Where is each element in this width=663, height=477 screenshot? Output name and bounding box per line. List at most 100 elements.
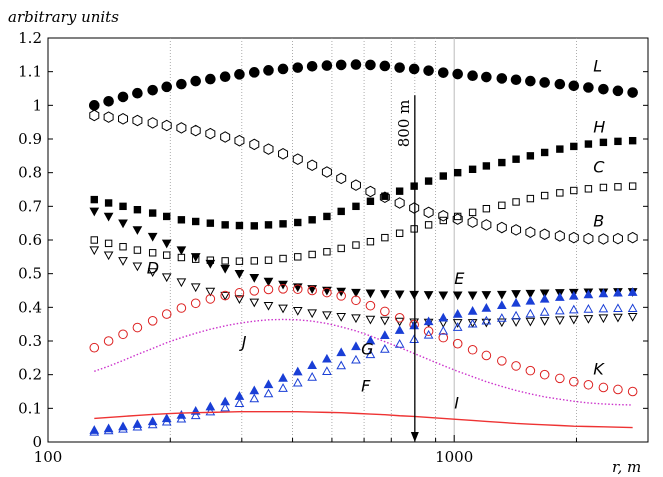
data-point	[525, 365, 536, 376]
data-point	[481, 302, 492, 312]
data-point	[118, 423, 128, 433]
data-point	[482, 162, 491, 170]
data-point	[365, 349, 376, 359]
data-point	[614, 183, 622, 191]
data-point	[336, 360, 347, 370]
data-point	[307, 371, 318, 381]
data-point	[409, 202, 420, 214]
series-F	[89, 303, 638, 436]
data-point	[438, 312, 449, 322]
data-point	[627, 386, 638, 397]
data-point	[598, 314, 609, 324]
data-point	[467, 344, 478, 355]
data-point	[511, 310, 521, 320]
data-point	[380, 306, 390, 317]
data-point	[337, 244, 345, 253]
data-point	[89, 342, 100, 353]
data-point	[322, 286, 332, 296]
data-point	[554, 305, 565, 315]
data-point	[103, 95, 114, 107]
data-point	[351, 314, 361, 324]
data-point	[118, 257, 128, 266]
data-point	[613, 384, 623, 395]
data-point	[570, 142, 578, 151]
data-point	[161, 309, 172, 319]
data-point	[263, 301, 274, 311]
series-H	[90, 136, 637, 230]
data-point	[496, 318, 507, 328]
data-point	[350, 179, 361, 191]
data-point	[235, 257, 244, 265]
data-point	[263, 379, 274, 389]
data-point	[147, 84, 158, 96]
data-point	[263, 277, 274, 287]
data-point	[234, 295, 245, 304]
data-point	[497, 356, 507, 366]
data-point	[423, 65, 434, 76]
data-point	[525, 308, 536, 318]
data-point	[89, 109, 100, 122]
data-point	[365, 335, 376, 345]
data-point	[220, 131, 231, 143]
series-group	[88, 59, 638, 436]
data-point	[235, 221, 244, 230]
data-point	[161, 119, 172, 132]
data-point	[452, 309, 463, 318]
data-point	[147, 316, 158, 326]
data-point	[161, 273, 172, 283]
data-point	[583, 303, 594, 313]
data-point	[628, 182, 637, 190]
data-point	[381, 233, 389, 242]
data-point	[263, 143, 274, 155]
data-point	[468, 208, 477, 217]
data-point	[234, 269, 245, 279]
data-point	[147, 268, 158, 278]
data-point	[119, 202, 127, 211]
data-point	[148, 249, 157, 257]
data-point	[438, 332, 449, 343]
data-point	[438, 209, 449, 222]
data-point	[190, 124, 201, 137]
data-point	[570, 186, 578, 195]
data-point	[292, 153, 303, 165]
data-point	[205, 287, 216, 297]
series-line	[94, 411, 633, 429]
data-point	[628, 136, 637, 145]
plot-area	[47, 37, 649, 443]
data-point	[118, 219, 128, 229]
data-point	[394, 197, 405, 209]
data-point	[249, 286, 260, 296]
data-point	[511, 361, 521, 371]
data-point	[322, 311, 332, 321]
series-labels: L H C B E D K J GF I	[147, 57, 606, 413]
data-point	[221, 221, 229, 229]
data-point	[205, 73, 216, 85]
data-point	[556, 145, 564, 153]
data-point	[322, 287, 332, 298]
data-point	[598, 83, 609, 95]
data-point	[511, 224, 522, 236]
y-tick-label: 0.2	[18, 366, 42, 384]
data-point	[250, 257, 258, 265]
data-point	[598, 382, 609, 393]
data-point	[322, 366, 332, 375]
data-point	[191, 217, 200, 226]
data-point	[234, 398, 245, 407]
data-point	[423, 316, 434, 326]
data-point	[279, 220, 287, 228]
data-point	[190, 298, 201, 309]
data-point	[496, 221, 507, 234]
series-B	[89, 109, 638, 245]
data-point	[525, 295, 536, 305]
data-point	[366, 237, 375, 246]
data-point	[539, 307, 550, 316]
data-point	[627, 287, 638, 296]
data-point	[584, 140, 593, 148]
data-point	[555, 373, 565, 384]
data-point	[481, 71, 492, 83]
data-point	[525, 75, 536, 87]
data-point	[176, 413, 187, 423]
data-point	[467, 318, 478, 328]
data-point	[380, 290, 390, 299]
